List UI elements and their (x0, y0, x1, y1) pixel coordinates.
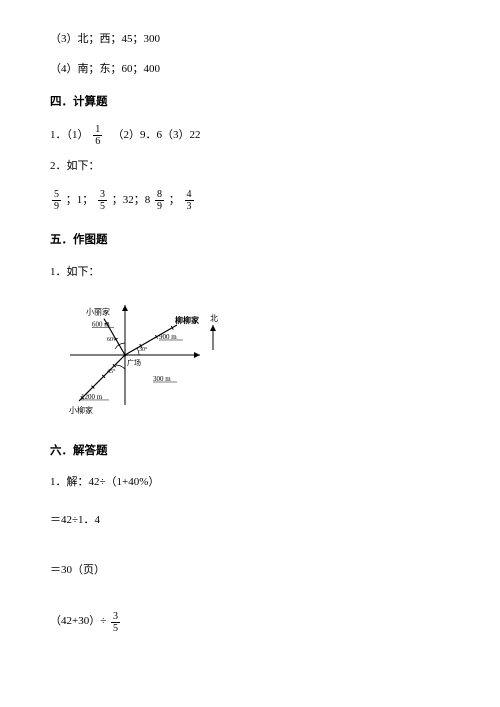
frac-num: 3 (98, 189, 107, 201)
q4-2: 2．如下： (50, 157, 450, 177)
answer-line-4: （4）南；东；60；400 (50, 60, 450, 80)
q4-1-rest: （2）9．6（3）22 (107, 126, 201, 146)
frac-num: 4 (185, 189, 194, 201)
sep: ；32；8 (112, 191, 151, 211)
frac-num: 5 (52, 189, 61, 201)
section-5-heading: 五．作图题 (50, 230, 450, 251)
sep: ；1； (66, 191, 94, 211)
q5-1: 1．如下： (50, 263, 450, 283)
q4-2-fracs: 5 9 ；1； 3 5 ；32；8 8 9 ； 4 3 (50, 189, 450, 212)
frac-den: 9 (52, 201, 61, 212)
svg-text:45°: 45° (107, 368, 116, 375)
svg-text:30°: 30° (139, 346, 148, 353)
svg-text:广场: 广场 (127, 358, 141, 367)
q4-1-frac: 1 6 (93, 124, 102, 147)
diagram-svg: 北小丽家600 m柳柳家900 m小柳家1200 m广场60°30°45°300… (50, 293, 220, 423)
q6-l4: （42+30）÷ 3 5 (50, 611, 450, 634)
frac-num: 3 (111, 611, 120, 623)
svg-text:60°: 60° (107, 336, 116, 343)
direction-diagram: 北小丽家600 m柳柳家900 m小柳家1200 m广场60°30°45°300… (50, 293, 450, 423)
svg-text:北: 北 (210, 314, 218, 323)
q6-l2: ＝42÷1．4 (50, 511, 450, 531)
svg-text:小丽家: 小丽家 (86, 306, 110, 316)
frac-den: 3 (185, 201, 194, 212)
frac-8-9: 8 9 (155, 189, 164, 212)
frac-num: 1 (93, 124, 102, 136)
frac-4-3: 4 3 (185, 189, 194, 212)
frac-den: 5 (111, 623, 120, 634)
frac-den: 9 (155, 201, 164, 212)
frac-3-5: 3 5 (98, 189, 107, 212)
q4-1-prefix: 1．（1） (50, 126, 89, 146)
section-6-heading: 六．解答题 (50, 441, 450, 462)
frac-den: 5 (98, 201, 107, 212)
q6-l4-prefix: （42+30）÷ (50, 612, 106, 632)
q6-l3: ＝30（页） (50, 561, 450, 581)
q4-1: 1．（1） 1 6 （2）9．6（3）22 (50, 124, 450, 147)
q6-l1: 1．解：42÷（1+40%） (50, 473, 450, 493)
sep: ； (169, 191, 180, 211)
svg-text:柳柳家: 柳柳家 (175, 315, 200, 325)
answer-line-3: （3）北；西；45；300 (50, 30, 450, 50)
section-4-heading: 四．计算题 (50, 92, 450, 113)
q6-l4-frac: 3 5 (111, 611, 120, 634)
frac-num: 8 (155, 189, 164, 201)
svg-text:小柳家: 小柳家 (69, 405, 93, 415)
frac-5-9: 5 9 (52, 189, 61, 212)
frac-den: 6 (93, 136, 102, 147)
